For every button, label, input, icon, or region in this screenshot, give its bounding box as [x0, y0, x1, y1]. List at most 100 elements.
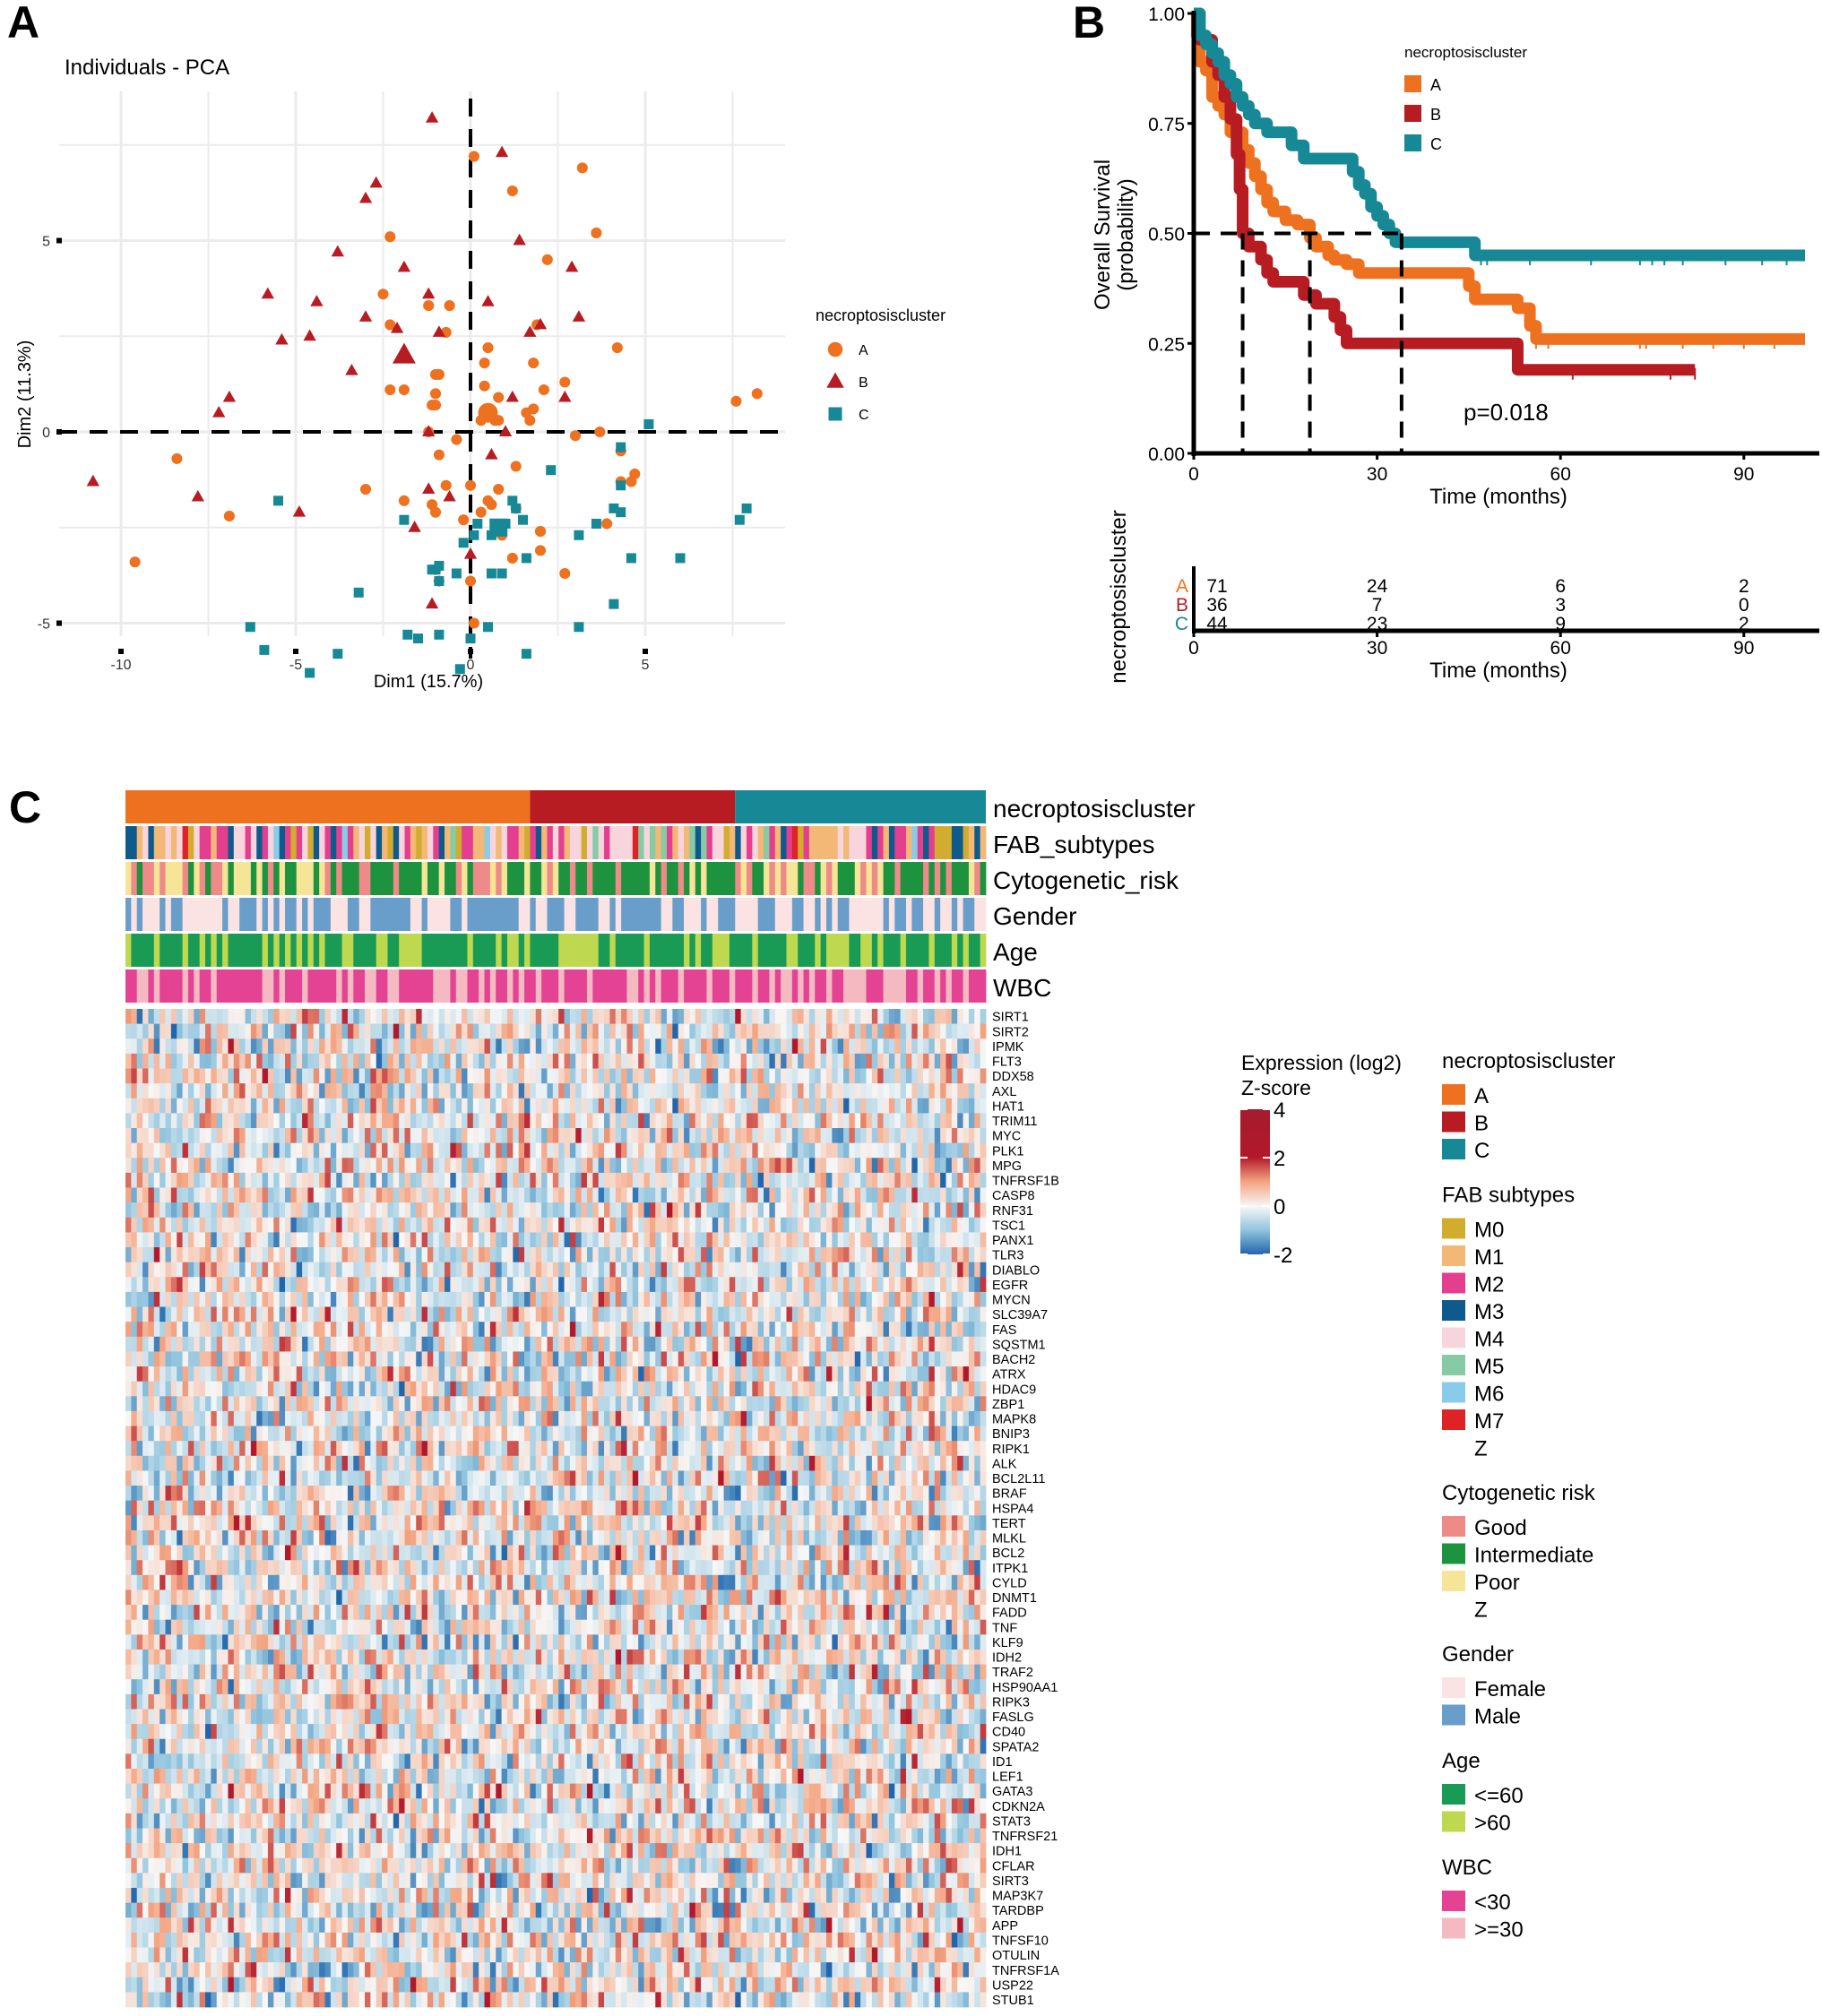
heatmap-cell: [854, 1232, 861, 1248]
heatmap-cell: [689, 1038, 696, 1055]
heatmap-cell: [393, 1083, 400, 1099]
heatmap-cell: [239, 1172, 246, 1188]
heatmap-cell: [963, 1262, 970, 1278]
heatmap-cell: [643, 1217, 651, 1233]
annotation-cell-fab_subtypes: [980, 826, 987, 859]
annotation-cell-fab_subtypes: [410, 826, 417, 859]
heatmap-cell: [718, 1291, 724, 1307]
heatmap-cell: [718, 1038, 724, 1055]
heatmap-cell: [706, 1142, 713, 1159]
annotation-cell-wbc: [222, 969, 229, 1003]
heatmap-cell: [433, 1262, 440, 1278]
heatmap-cell: [883, 1366, 890, 1383]
heatmap-cell: [347, 1113, 354, 1129]
heatmap-cell: [136, 1322, 143, 1338]
heatmap-cell: [808, 1038, 816, 1055]
heatmap-cell: [153, 1351, 160, 1367]
heatmap-cell: [160, 1262, 166, 1278]
heatmap-cell: [905, 1336, 912, 1352]
heatmap-cell: [513, 1113, 520, 1129]
heatmap-cell: [666, 1113, 673, 1129]
heatmap-cell: [387, 1247, 394, 1263]
heatmap-cell: [382, 1187, 388, 1203]
heatmap-cell: [592, 1083, 600, 1099]
heatmap-cell: [285, 1098, 291, 1114]
heatmap-cell: [883, 1232, 890, 1248]
heatmap-cell: [194, 1083, 201, 1099]
heatmap-cell: [752, 1232, 759, 1248]
annotation-cell-gender: [854, 898, 861, 931]
heatmap-cell: [358, 1158, 366, 1174]
heatmap-cell: [273, 1351, 281, 1367]
heatmap-cell: [917, 1038, 924, 1055]
heatmap-cell: [393, 1322, 400, 1338]
heatmap-cell: [581, 1232, 588, 1248]
heatmap-cell: [262, 1083, 269, 1099]
heatmap-cell: [358, 1009, 366, 1025]
heatmap-cell: [638, 1098, 644, 1114]
heatmap-cell: [307, 1291, 315, 1307]
heatmap-cell: [957, 1158, 963, 1174]
heatmap-cell: [843, 1128, 850, 1144]
heatmap-cell: [781, 1351, 787, 1367]
heatmap-cell: [558, 1322, 565, 1338]
pca-point-b: [443, 489, 456, 502]
heatmap-cell: [735, 1247, 742, 1263]
heatmap-cell: [427, 1232, 434, 1248]
heatmap-cell: [125, 1322, 132, 1338]
heatmap-cell: [467, 1202, 474, 1219]
heatmap-cell: [222, 1023, 229, 1039]
heatmap-cell: [877, 1187, 884, 1203]
heatmap-cell: [382, 1068, 388, 1084]
heatmap-cell: [764, 1291, 770, 1307]
heatmap-cell: [347, 1336, 354, 1352]
heatmap-cell: [267, 1083, 274, 1099]
heatmap-cell: [695, 1068, 702, 1084]
heatmap-cell: [535, 1009, 542, 1025]
heatmap-cell: [462, 1217, 468, 1233]
heatmap-cell: [296, 1351, 303, 1367]
heatmap-cell: [489, 1053, 497, 1069]
annotation-cell-fab_subtypes: [239, 826, 246, 859]
heatmap-cell: [786, 1381, 793, 1397]
heatmap-cell: [450, 1038, 457, 1055]
heatmap-cell: [712, 1098, 719, 1114]
heatmap-cell: [472, 1351, 479, 1367]
risk-group-label-b: B: [1176, 595, 1188, 616]
heatmap-cell: [222, 1232, 229, 1248]
heatmap-cell: [387, 1381, 394, 1397]
heatmap-cell: [393, 1142, 400, 1159]
heatmap-cell: [467, 1322, 474, 1338]
annotation-cell-gender: [638, 898, 644, 931]
heatmap-cell: [330, 1381, 337, 1397]
legend-label-c: C: [859, 408, 869, 423]
heatmap-cell: [450, 1306, 457, 1322]
heatmap-cell: [598, 1366, 605, 1383]
heatmap-cell: [632, 1083, 639, 1099]
annotation-cell-wbc: [860, 969, 867, 1003]
annotation-cell-gender: [695, 898, 702, 931]
heatmap-cell: [883, 1336, 890, 1352]
heatmap-cell: [233, 1098, 240, 1114]
heatmap-cell: [250, 1217, 257, 1233]
annotation-cell-cytogenetic_risk: [661, 862, 668, 895]
heatmap-cell: [506, 1366, 514, 1383]
heatmap-cell: [729, 1277, 736, 1293]
heatmap-cell: [911, 1202, 919, 1219]
heatmap-cell: [148, 1306, 155, 1322]
heatmap-cell: [267, 1142, 274, 1159]
annotation-cell-fab_subtypes: [216, 826, 223, 859]
heatmap-cell: [643, 1128, 651, 1144]
heatmap-cell: [199, 1277, 206, 1293]
heatmap-cell: [267, 1232, 274, 1248]
heatmap-cell: [341, 1098, 349, 1114]
heatmap-cell: [131, 1322, 138, 1338]
heatmap-cell: [125, 1053, 132, 1069]
heatmap-cell: [661, 1247, 668, 1263]
annotation-cell-gender: [547, 898, 554, 931]
heatmap-cell: [837, 1142, 844, 1159]
heatmap-cell: [393, 1277, 400, 1293]
annotation-cell-wbc: [313, 969, 320, 1003]
annotation-cell-age: [575, 934, 583, 967]
heatmap-cell: [370, 1068, 377, 1084]
